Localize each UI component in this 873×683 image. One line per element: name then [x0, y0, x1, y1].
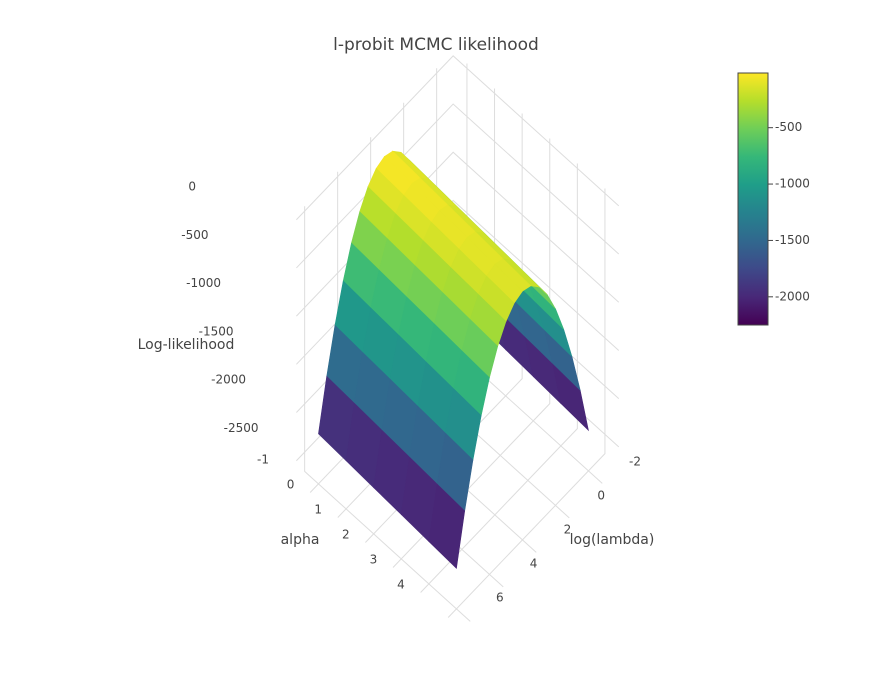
- y-tick-label: 4: [530, 557, 538, 571]
- colorbar: [737, 72, 769, 326]
- y-axis-label: log(lambda): [570, 532, 655, 548]
- chart-title: l-probit MCMC likelihood: [333, 35, 539, 55]
- surface: [318, 150, 589, 570]
- grid-line: [420, 163, 578, 593]
- x-tick-label: 2: [342, 528, 350, 542]
- z-tick-label: -500: [181, 228, 208, 242]
- grid-line: [304, 206, 471, 622]
- x-tick-label: 3: [370, 553, 378, 567]
- x-tick-label: 0: [287, 478, 295, 492]
- y-tick-label: 0: [597, 489, 605, 503]
- z-tick-label: 0: [188, 180, 196, 194]
- z-tick-label: -2000: [211, 373, 246, 387]
- colorbar-tick-label: -1000: [775, 177, 810, 191]
- y-tick-label: 2: [564, 523, 572, 537]
- y-tick-label: 6: [496, 591, 504, 605]
- z-tick-label: -1000: [186, 276, 221, 290]
- z-tick-label: -1500: [199, 324, 234, 338]
- surface-patch: [428, 483, 466, 570]
- y-tick-label: -2: [629, 455, 641, 469]
- x-tick-label: 4: [397, 578, 405, 592]
- x-tick-label: -1: [257, 453, 269, 467]
- z-axis-label: Log-likelihood: [138, 337, 235, 353]
- colorbar-tick-label: -500: [775, 120, 802, 134]
- x-axis-label: alpha: [281, 532, 320, 548]
- labels: l-probit MCMC likelihood Log-likelihood …: [138, 35, 655, 548]
- colorbar-tick-label: -2000: [775, 289, 810, 303]
- grid-line: [296, 103, 620, 269]
- x-tick-label: 1: [314, 503, 322, 517]
- colorbar-tick-label: -1500: [775, 233, 810, 247]
- grid-line: [296, 55, 620, 221]
- z-tick-label: -2500: [224, 421, 259, 435]
- grid-line: [447, 188, 606, 618]
